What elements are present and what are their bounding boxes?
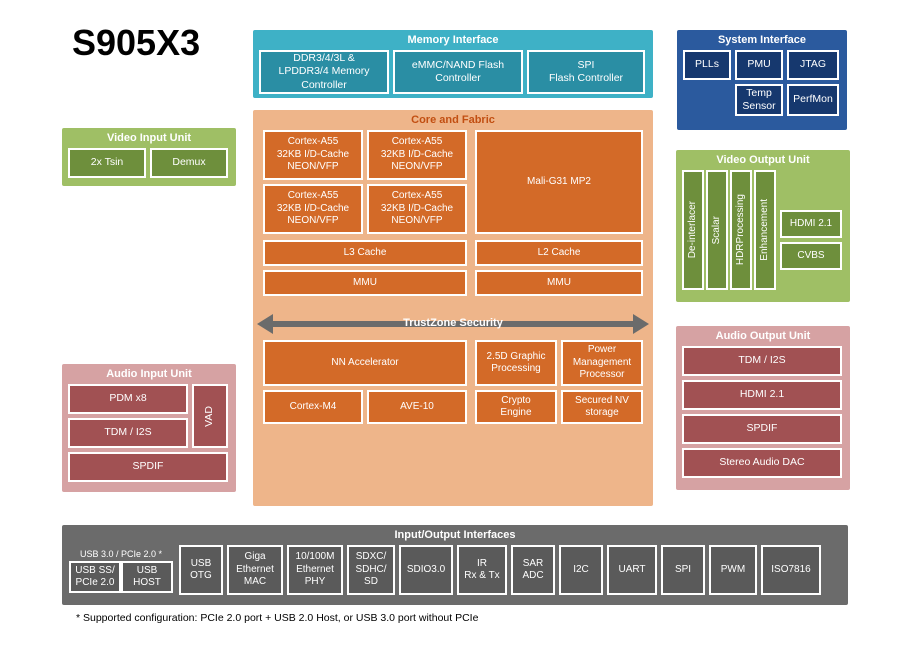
block: PMU — [735, 50, 783, 80]
block: HDRProcessing — [730, 170, 752, 290]
block: MMU — [475, 270, 643, 296]
video-output-body: De-interlacerScalarHDRProcessingEnhancem… — [676, 170, 850, 300]
block: Scalar — [706, 170, 728, 290]
block: 2x Tsin — [68, 148, 146, 178]
video-input-title: Video Input Unit — [62, 128, 236, 148]
trustzone-label: TrustZone Security — [273, 317, 633, 329]
io-interfaces-body: USB 3.0 / PCIe 2.0 *USB SS/PCIe 2.0USBHO… — [62, 545, 848, 603]
block: SPDIF — [682, 414, 842, 444]
block: SARADC — [511, 545, 555, 595]
block: SPI — [661, 545, 705, 595]
usb-pcie-group: USB 3.0 / PCIe 2.0 *USB SS/PCIe 2.0USBHO… — [67, 545, 175, 595]
system-interface-title: System Interface — [677, 30, 847, 50]
block: NN Accelerator — [263, 340, 467, 386]
block: L2 Cache — [475, 240, 643, 266]
audio-output-panel: Audio Output Unit TDM / I2S HDMI 2.1 SPDIF… — [676, 326, 850, 490]
block: eMMC/NAND FlashController — [393, 50, 523, 94]
block: GigaEthernetMAC — [227, 545, 283, 595]
arrow-head-left — [257, 314, 273, 334]
block: VAD — [192, 384, 228, 448]
system-interface-panel: System Interface PLLsPMUJTAGTempSensorPe… — [677, 30, 847, 130]
system-interface-body: PLLsPMUJTAGTempSensorPerfMon — [677, 50, 847, 128]
block: PLLs — [683, 50, 731, 80]
chip-title: S905X3 — [72, 22, 200, 64]
core-fabric-bottom: NN Accelerator Cortex-M4AVE-102.5D Graphi… — [253, 340, 653, 490]
trustzone-arrow: TrustZone Security — [257, 314, 649, 334]
block: CVBS — [780, 242, 842, 270]
block: SPDIF — [68, 452, 228, 482]
block: I2C — [559, 545, 603, 595]
footnote: * Supported configuration: PCIe 2.0 port… — [76, 612, 478, 624]
core-fabric-title: Core and Fabric — [253, 110, 653, 130]
core-fabric-panel: Core and Fabric Cortex-A5532KB I/D-Cache… — [253, 110, 653, 506]
arrow-head-right — [633, 314, 649, 334]
block: PowerManagementProcessor — [561, 340, 643, 386]
block: IRRx & Tx — [457, 545, 507, 595]
block: Cortex-A5532KB I/D-CacheNEON/VFP — [367, 130, 467, 180]
block: L3 Cache — [263, 240, 467, 266]
video-output-title: Video Output Unit — [676, 150, 850, 170]
block: MMU — [263, 270, 467, 296]
arrow-line: TrustZone Security — [273, 321, 633, 327]
soc-block-diagram: S905X3 Memory Interface DDR3/4/3L &LPDDR… — [0, 0, 900, 647]
block: UART — [607, 545, 657, 595]
block: Cortex-A5532KB I/D-CacheNEON/VFP — [263, 184, 363, 234]
block: 2.5D GraphicProcessing — [475, 340, 557, 386]
memory-interface-body: DDR3/4/3L &LPDDR3/4 MemoryControllereMMC… — [253, 50, 653, 98]
video-input-panel: Video Input Unit 2x TsinDemux — [62, 128, 236, 186]
io-block: USB SS/PCIe 2.0 — [69, 561, 121, 593]
block: TempSensor — [735, 84, 783, 116]
block: PerfMon — [787, 84, 839, 116]
block: PDM x8 — [68, 384, 188, 414]
block: SDIO3.0 — [399, 545, 453, 595]
block: Enhancement — [754, 170, 776, 290]
io-block: USBHOST — [121, 561, 173, 593]
block: ISO7816 — [761, 545, 821, 595]
block: SPIFlash Controller — [527, 50, 645, 94]
block: Stereo Audio DAC — [682, 448, 842, 478]
block: SDXC/SDHC/SD — [347, 545, 395, 595]
io-interfaces-title: Input/Output Interfaces — [62, 525, 848, 545]
memory-interface-title: Memory Interface — [253, 30, 653, 50]
audio-input-title: Audio Input Unit — [62, 364, 236, 384]
block: HDMI 2.1 — [682, 380, 842, 410]
block: 10/100MEthernetPHY — [287, 545, 343, 595]
block: Cortex-M4 — [263, 390, 363, 424]
block: CryptoEngine — [475, 390, 557, 424]
block: De-interlacer — [682, 170, 704, 290]
core-fabric-top: Cortex-A5532KB I/D-CacheNEON/VFPCortex-A… — [253, 130, 653, 300]
io-interfaces-panel: Input/Output Interfaces USB 3.0 / PCIe 2… — [62, 525, 848, 605]
video-output-panel: Video Output Unit De-interlacerScalarHDR… — [676, 150, 850, 302]
usb-pcie-group-title: USB 3.0 / PCIe 2.0 * — [69, 547, 173, 561]
block: Cortex-A5532KB I/D-CacheNEON/VFP — [263, 130, 363, 180]
memory-interface-panel: Memory Interface DDR3/4/3L &LPDDR3/4 Mem… — [253, 30, 653, 98]
block: AVE-10 — [367, 390, 467, 424]
block: Secured NVstorage — [561, 390, 643, 424]
block: TDM / I2S — [68, 418, 188, 448]
audio-output-body: TDM / I2S HDMI 2.1 SPDIF Stereo Audio DAC — [676, 346, 850, 488]
block: Demux — [150, 148, 228, 178]
video-input-body: 2x TsinDemux — [62, 148, 236, 184]
block: TDM / I2S — [682, 346, 842, 376]
block: HDMI 2.1 — [780, 210, 842, 238]
audio-input-body: PDM x8 TDM / I2SVAD SPDIF — [62, 384, 236, 490]
block: Cortex-A5532KB I/D-CacheNEON/VFP — [367, 184, 467, 234]
audio-input-panel: Audio Input Unit PDM x8 TDM / I2SVAD SPDIF — [62, 364, 236, 492]
audio-output-title: Audio Output Unit — [676, 326, 850, 346]
block: Mali-G31 MP2 — [475, 130, 643, 234]
block: DDR3/4/3L &LPDDR3/4 MemoryController — [259, 50, 389, 94]
block: PWM — [709, 545, 757, 595]
block: USBOTG — [179, 545, 223, 595]
block: JTAG — [787, 50, 839, 80]
